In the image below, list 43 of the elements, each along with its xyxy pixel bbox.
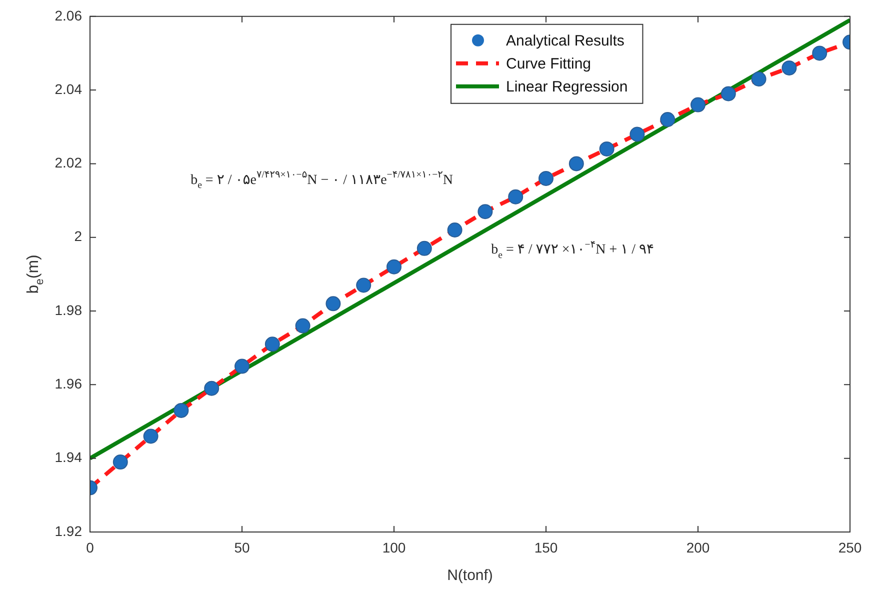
point: [630, 126, 645, 142]
x-tick-label: 0: [86, 539, 94, 556]
x-axis-title: N(tonf): [447, 567, 493, 584]
point: [660, 112, 676, 128]
y-tick-label: 1.92: [54, 522, 82, 539]
x-tick-label: 250: [838, 539, 862, 556]
point: [538, 170, 554, 186]
point: [690, 97, 706, 112]
point: [599, 141, 614, 156]
point: [812, 46, 828, 61]
legend-label: Curve Fitting: [506, 56, 592, 73]
y-tick-label: 2.04: [54, 80, 82, 97]
point: [295, 318, 310, 334]
point: [112, 454, 128, 470]
x-tick-label: 150: [534, 539, 558, 556]
point: [416, 240, 432, 256]
point: [143, 428, 158, 444]
x-tick-label: 50: [234, 539, 250, 556]
legend-label: Linear Regression: [506, 78, 628, 96]
point: [508, 189, 524, 204]
y-tick-label: 1.98: [54, 302, 82, 318]
y-tick-label: 1.96: [54, 376, 82, 392]
point: [264, 336, 280, 352]
y-tick-label: 2: [74, 228, 82, 244]
point: [326, 296, 341, 312]
y-axis-title: be(m): [25, 254, 46, 294]
legend-label: Analytical Results: [506, 32, 624, 50]
point: [447, 222, 462, 238]
y-tick-label: 1.94: [54, 449, 82, 466]
y-tick-label: 2.02: [54, 154, 82, 171]
point: [386, 259, 402, 274]
point: [720, 86, 736, 102]
point: [234, 358, 250, 374]
point: [204, 380, 220, 396]
point: [782, 60, 797, 76]
y-tick-label: 2.06: [54, 7, 82, 24]
point: [478, 204, 493, 220]
x-tick-label: 200: [686, 539, 710, 556]
point: [356, 278, 372, 293]
point: [751, 72, 766, 87]
x-tick-label: 100: [382, 539, 406, 556]
point: [568, 156, 584, 172]
point: [174, 402, 189, 418]
